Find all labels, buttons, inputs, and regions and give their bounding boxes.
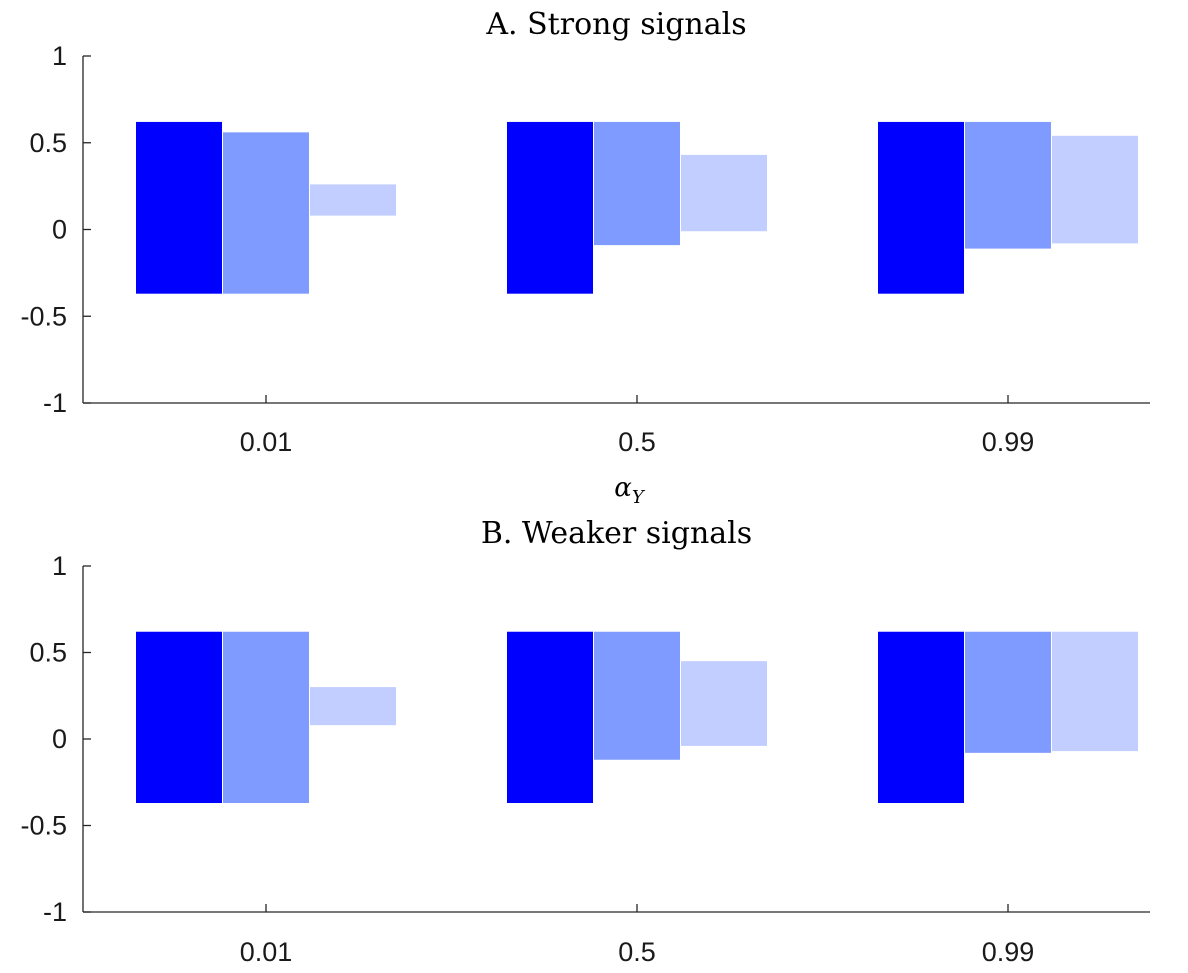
bar-0.5-series-1 xyxy=(507,121,593,294)
bar-0.5-series-2 xyxy=(594,631,680,760)
x-tick-label: 0.01 xyxy=(240,937,293,967)
bar-0.5-series-3 xyxy=(681,154,767,232)
bar-0.01-series-1 xyxy=(136,121,222,294)
bar-0.99-series-3 xyxy=(1052,135,1138,244)
bar-0.99-series-2 xyxy=(965,121,1051,249)
y-tick-label: -0.5 xyxy=(20,301,67,331)
x-tick-label: 0.5 xyxy=(618,427,656,457)
y-tick-label: 0 xyxy=(52,215,67,245)
bar-0.99-series-1 xyxy=(878,631,964,804)
bar-0.5-series-2 xyxy=(594,121,680,246)
panel-a: A. Strong signals -1 -0.5 0 0.5 1 0.01 0.5 0.99 α… xyxy=(20,7,1150,508)
bar-0.5-series-3 xyxy=(681,661,767,746)
x-tick-label: 0.99 xyxy=(982,427,1035,457)
x-axis-label: αY xyxy=(614,473,646,508)
y-tick-label: 1 xyxy=(52,551,67,581)
bar-0.01-series-3 xyxy=(310,687,396,726)
x-tick-label: 0.99 xyxy=(982,937,1035,967)
x-tick-label: 0.5 xyxy=(618,937,656,967)
bar-0.99-series-2 xyxy=(965,631,1051,753)
y-tick-label: -0.5 xyxy=(20,811,67,841)
x-tick-label: 0.01 xyxy=(240,427,293,457)
y-tick-label: 1 xyxy=(52,41,67,71)
bar-0.99-series-3 xyxy=(1052,631,1138,752)
y-tick-label: 0.5 xyxy=(29,128,67,158)
bar-0.01-series-3 xyxy=(310,184,396,216)
bar-0.5-series-1 xyxy=(507,631,593,804)
bar-0.01-series-2 xyxy=(223,631,309,804)
y-tick-label: -1 xyxy=(43,388,67,418)
y-tick-label: 0.5 xyxy=(29,638,67,668)
y-tick-label: 0 xyxy=(52,724,67,754)
panel-b: B. Weaker signals -1 -0.5 0 0.5 1 0.01 0.5 0.99 xyxy=(20,516,1150,967)
panel-title: A. Strong signals xyxy=(485,7,746,42)
y-tick-label: -1 xyxy=(43,897,67,927)
bar-0.99-series-1 xyxy=(878,121,964,294)
panel-title: B. Weaker signals xyxy=(481,516,752,551)
bar-0.01-series-1 xyxy=(136,631,222,804)
bar-0.01-series-2 xyxy=(223,132,309,294)
